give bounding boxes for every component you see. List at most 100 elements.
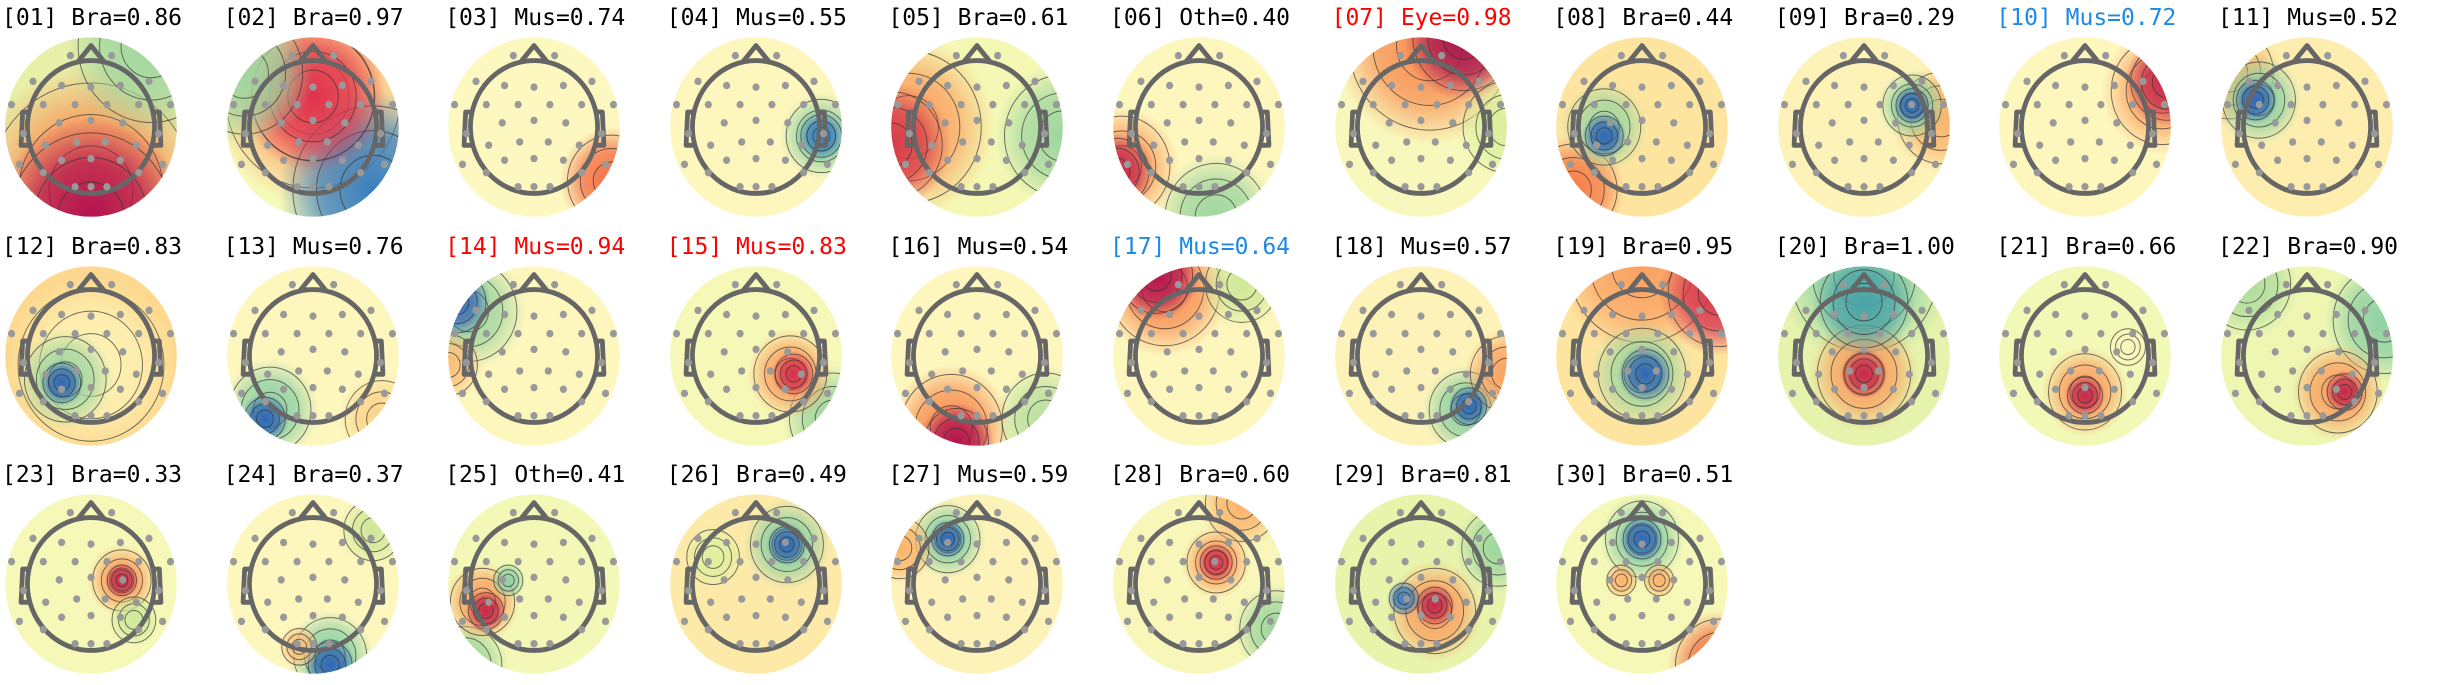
sensor-dots: [1337, 51, 1504, 191]
topomap: [1110, 34, 1288, 220]
sensor-dots: [7, 51, 175, 191]
component-label: [24] Bra=0.37: [223, 462, 404, 488]
component-label: [14] Mus=0.94: [445, 233, 626, 260]
component-cell-08: [08] Bra=0.44: [1551, 0, 1773, 228]
component-label: [10] Mus=0.72: [1996, 5, 2177, 31]
component-label: [20] Bra=1.00: [1774, 233, 1955, 260]
sensor-dots: [1780, 51, 1947, 191]
head-outline: [683, 500, 829, 653]
topomap: [2218, 34, 2396, 220]
component-cell-29: [29] Bra=0.81: [1330, 457, 1552, 685]
head-outline: [18, 271, 164, 425]
sensor-dots: [1115, 280, 1283, 420]
component-label: [04] Mus=0.55: [666, 5, 847, 31]
component-cell-30: [30] Bra=0.51: [1551, 457, 1773, 685]
component-cell-16: [16] Mus=0.54: [886, 229, 1108, 457]
sensor-dots: [2223, 280, 2391, 420]
component-cell-10: [10] Mus=0.72: [1994, 0, 2216, 228]
component-label: [16] Mus=0.54: [888, 233, 1069, 260]
component-label: [27] Mus=0.59: [888, 462, 1069, 488]
component-label: [21] Bra=0.66: [1996, 233, 2177, 260]
topomap: [224, 34, 402, 220]
topomap: [1553, 34, 1731, 220]
component-label: [03] Mus=0.74: [445, 5, 626, 31]
component-cell-06: [06] Oth=0.40: [1108, 0, 1330, 228]
component-cell-14: [14] Mus=0.94: [443, 229, 665, 457]
component-cell-07: [07] Eye=0.98: [1330, 0, 1552, 228]
topomap: [1775, 34, 1953, 220]
component-cell-28: [28] Bra=0.60: [1108, 457, 1330, 685]
component-cell-22: [22] Bra=0.90: [2216, 229, 2438, 457]
topomap: [1332, 263, 1510, 449]
scalp-field: [669, 494, 842, 674]
head-outline: [1126, 43, 1272, 196]
sensor-dots: [451, 508, 618, 648]
sensor-dots: [2223, 51, 2391, 191]
topomap: [1996, 263, 2174, 449]
head-outline: [240, 43, 385, 196]
component-label: [23] Bra=0.33: [2, 462, 183, 488]
component-label: [29] Bra=0.81: [1331, 462, 1512, 488]
head-outline: [18, 500, 164, 653]
head-outline: [1348, 500, 1493, 653]
component-cell-26: [26] Bra=0.49: [665, 457, 887, 685]
component-label: [19] Bra=0.95: [1553, 233, 1734, 260]
head-outline: [1569, 271, 1715, 425]
head-outline: [683, 271, 829, 425]
component-cell-04: [04] Mus=0.55: [665, 0, 887, 228]
head-outline: [461, 500, 607, 653]
topomap: [445, 491, 623, 677]
component-label: [02] Bra=0.97: [223, 5, 404, 31]
topomap: [2, 263, 180, 449]
topomap: [1110, 491, 1288, 677]
sensor-dots: [229, 508, 396, 648]
topomap: [667, 34, 845, 220]
topomap: [1553, 491, 1731, 677]
topomap: [445, 263, 623, 449]
topomap: [1996, 34, 2174, 220]
component-cell-17: [17] Mus=0.64: [1108, 229, 1330, 457]
head-outline: [240, 271, 385, 425]
topomap: [888, 491, 1066, 677]
component-label: [15] Mus=0.83: [666, 233, 847, 260]
component-cell-25: [25] Oth=0.41: [443, 457, 665, 685]
component-cell-24: [24] Bra=0.37: [222, 457, 444, 685]
component-label: [22] Bra=0.90: [2218, 233, 2399, 260]
head-outline: [1126, 500, 1272, 653]
head-outline: [18, 43, 164, 196]
head-outline: [461, 43, 607, 196]
topomap: [224, 491, 402, 677]
sensor-dots: [1337, 280, 1504, 420]
sensor-dots: [1115, 51, 1283, 191]
head-outline: [1569, 43, 1715, 196]
sensor-dots: [1115, 508, 1283, 648]
component-cell-27: [27] Mus=0.59: [886, 457, 1108, 685]
sensor-dots: [229, 280, 396, 420]
topomap: [888, 34, 1066, 220]
topomap: [2, 34, 180, 220]
sensor-dots: [1559, 508, 1726, 648]
component-cell-05: [05] Bra=0.61: [886, 0, 1108, 228]
sensor-dots: [894, 508, 1061, 648]
topomap: [1775, 263, 1953, 449]
head-outline: [1126, 271, 1272, 425]
topomap: [1332, 34, 1510, 220]
head-outline: [2013, 271, 2158, 425]
component-cell-12: [12] Bra=0.83: [0, 229, 222, 457]
sensor-dots: [672, 508, 839, 648]
component-label: [30] Bra=0.51: [1553, 462, 1734, 488]
component-cell-02: [02] Bra=0.97: [222, 0, 444, 228]
topomap: [888, 263, 1066, 449]
sensor-dots: [2002, 280, 2169, 420]
head-outline: [905, 500, 1050, 653]
topomap: [2218, 263, 2396, 449]
sensor-dots: [672, 280, 839, 420]
component-label: [08] Bra=0.44: [1553, 5, 1734, 31]
topomap: [445, 34, 623, 220]
head-outline: [240, 500, 385, 653]
component-cell-15: [15] Mus=0.83: [665, 229, 887, 457]
sensor-dots: [451, 51, 618, 191]
sensor-dots: [7, 280, 175, 420]
head-outline: [1791, 43, 1937, 196]
sensor-dots: [1780, 280, 1947, 420]
